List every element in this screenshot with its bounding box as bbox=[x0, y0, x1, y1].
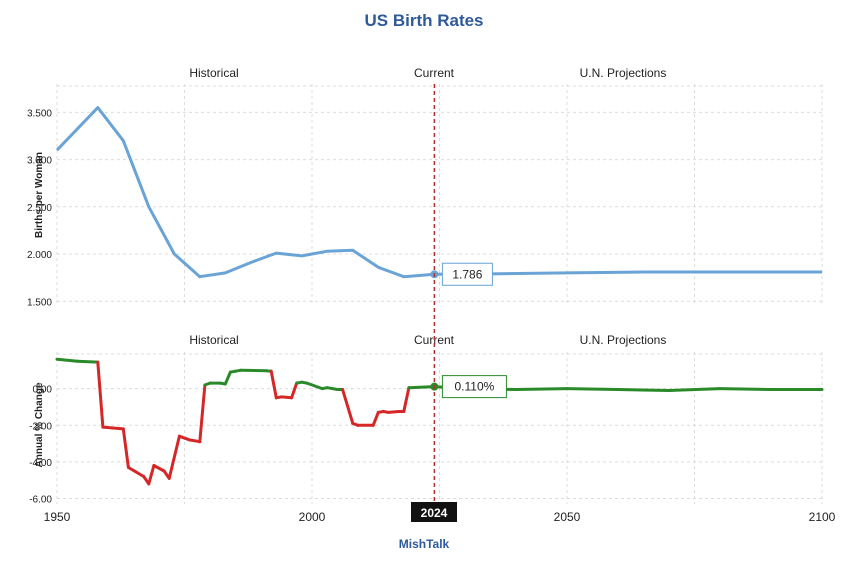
top-section-current: Current bbox=[414, 66, 455, 80]
bottom-series-segment bbox=[167, 434, 181, 480]
bottom-series-segment bbox=[121, 427, 130, 469]
x-tick-label: 2000 bbox=[299, 510, 326, 524]
current-year-marker: 2024 bbox=[411, 502, 457, 522]
bottom-y-axis-label: Annual % Change bbox=[34, 382, 45, 467]
bottom-series-segment bbox=[667, 387, 722, 392]
bottom-callout-box bbox=[441, 375, 507, 399]
bottom-series-segment bbox=[269, 369, 278, 400]
top-callout-box bbox=[441, 262, 493, 286]
bottom-series-segment bbox=[75, 359, 100, 364]
bottom-series-segment bbox=[407, 385, 436, 390]
bottom-series-segment bbox=[325, 386, 339, 391]
bottom-series-segment bbox=[223, 370, 232, 386]
top-panel: Historical Current U.N. Projections 1.50… bbox=[27, 66, 823, 308]
current-year-box bbox=[411, 502, 457, 522]
bottom-callout-label: 0.110% bbox=[454, 380, 494, 394]
bottom-series-segment bbox=[514, 387, 569, 391]
bottom-section-historical: Historical bbox=[189, 333, 238, 347]
bottom-series-segment bbox=[616, 388, 671, 392]
bottom-series bbox=[55, 357, 824, 486]
top-y-tick-label: 2.500 bbox=[27, 203, 52, 214]
bottom-series-segment bbox=[718, 387, 773, 391]
top-y-axis-label: Births per Woman bbox=[34, 152, 45, 238]
chart-title: US Birth Rates bbox=[364, 11, 483, 30]
bottom-y-tick-label: -4.00 bbox=[29, 458, 52, 469]
top-series-line bbox=[55, 106, 822, 279]
source-label: MishTalk bbox=[399, 537, 450, 551]
x-tick-label: 2100 bbox=[809, 510, 836, 524]
top-callout-label: 1.786 bbox=[452, 267, 482, 281]
bottom-callout: 0.110% bbox=[441, 375, 507, 399]
bottom-series-segment bbox=[198, 383, 207, 444]
bottom-section-projections: U.N. Projections bbox=[580, 333, 667, 347]
bottom-series-segment bbox=[402, 386, 411, 413]
bottom-series-segment bbox=[188, 438, 202, 444]
bottom-series-segment bbox=[55, 357, 79, 363]
x-tick-label: 2050 bbox=[554, 510, 581, 524]
bottom-y-tick-label: -6.00 bbox=[29, 495, 52, 506]
bottom-series-segment bbox=[279, 395, 294, 400]
bottom-y-ticks: -6.00 -4.00 -2.00 0.00 bbox=[29, 385, 52, 506]
bottom-series-segment bbox=[565, 387, 620, 391]
top-y-tick-label: 3.000 bbox=[27, 156, 52, 167]
bottom-panel: Historical Current U.N. Projections -6.0… bbox=[29, 333, 824, 506]
bottom-y-tick-label: 0.00 bbox=[33, 385, 53, 396]
top-gridlines bbox=[56, 84, 823, 306]
current-year-label: 2024 bbox=[421, 506, 448, 520]
bottom-series-segment bbox=[152, 464, 166, 473]
bottom-series-segment bbox=[101, 425, 125, 431]
top-section-projections: U.N. Projections bbox=[580, 66, 667, 80]
top-y-tick-label: 3.500 bbox=[27, 108, 52, 119]
bottom-series-segment bbox=[290, 381, 299, 400]
bottom-series-segment bbox=[341, 388, 355, 425]
bottom-series-segment bbox=[147, 464, 156, 486]
bottom-y-tick-label: -2.00 bbox=[29, 421, 52, 432]
bottom-series-segment bbox=[96, 360, 105, 429]
bottom-gridlines bbox=[56, 352, 823, 504]
x-axis-ticks: 1950 2000 2050 2100 bbox=[44, 510, 836, 524]
top-y-ticks: 1.500 2.000 2.500 3.000 3.500 bbox=[27, 108, 52, 308]
bottom-series-segment bbox=[126, 465, 146, 478]
top-y-tick-label: 1.500 bbox=[27, 297, 52, 308]
bottom-series-segment bbox=[305, 381, 324, 391]
top-y-tick-label: 2.000 bbox=[27, 250, 52, 261]
bottom-series-segment bbox=[387, 410, 401, 414]
top-section-historical: Historical bbox=[189, 66, 238, 80]
bottom-series-segment bbox=[371, 410, 380, 427]
top-callout: 1.786 bbox=[441, 262, 493, 286]
x-tick-label: 1950 bbox=[44, 510, 71, 524]
